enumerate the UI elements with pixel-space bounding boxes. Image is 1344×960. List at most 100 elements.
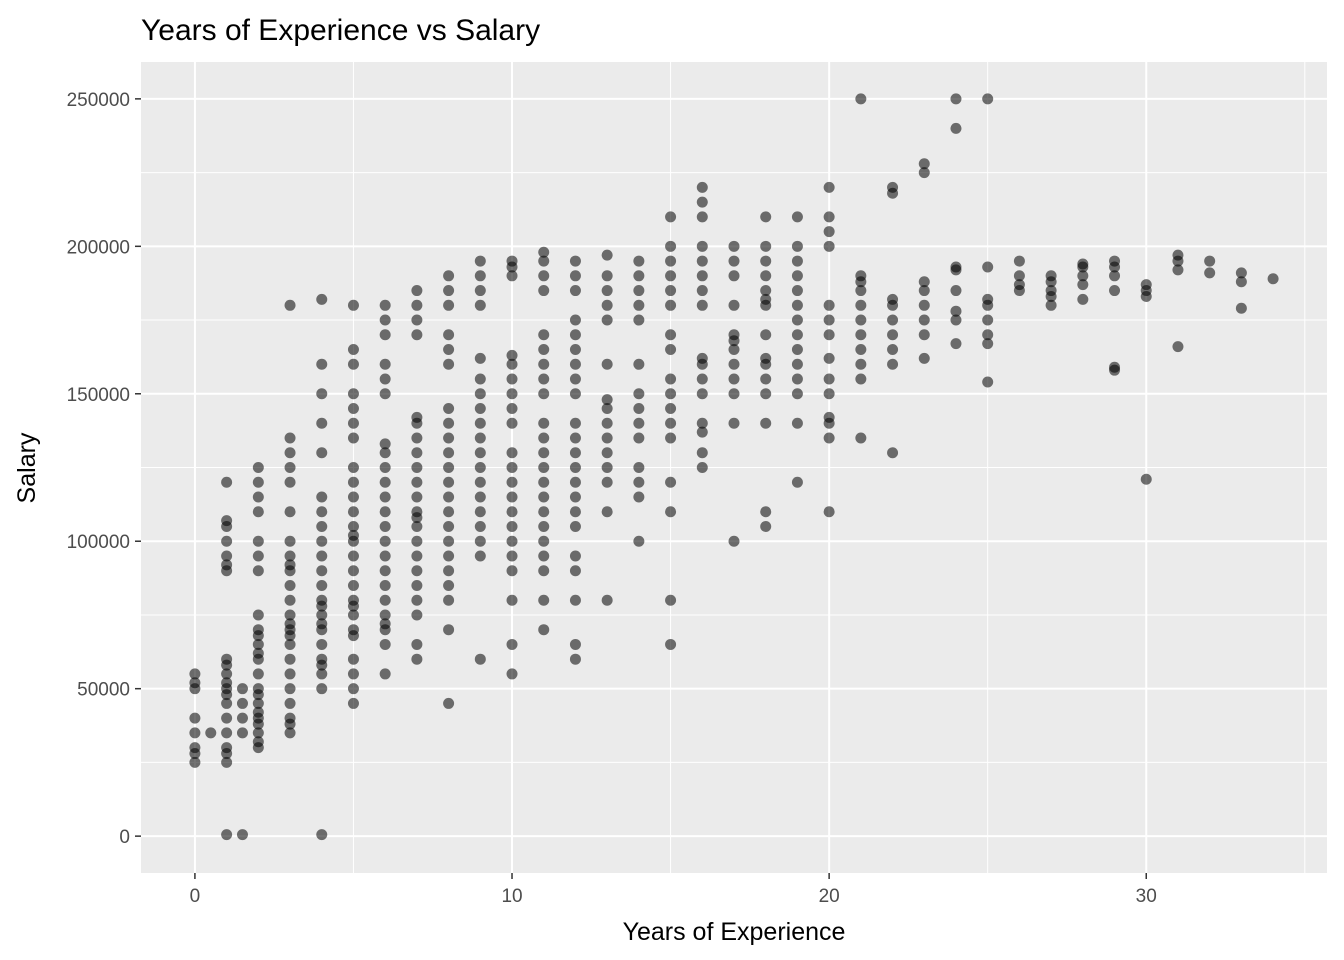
data-point	[823, 226, 835, 238]
data-point	[284, 697, 296, 709]
data-point	[379, 329, 391, 341]
x-tick-label: 30	[1136, 886, 1157, 907]
data-point	[601, 403, 613, 415]
data-point	[887, 344, 899, 356]
data-point	[982, 376, 994, 388]
data-point	[538, 491, 550, 503]
data-point	[316, 638, 328, 650]
data-point	[633, 491, 645, 503]
data-point	[379, 535, 391, 547]
data-point	[823, 388, 835, 400]
data-point	[791, 417, 803, 429]
data-point	[823, 506, 835, 518]
data-point	[569, 388, 581, 400]
data-point	[982, 293, 994, 305]
data-point	[887, 447, 899, 459]
data-point	[379, 506, 391, 518]
data-point	[823, 352, 835, 364]
data-point	[379, 373, 391, 385]
data-point	[633, 255, 645, 267]
data-point	[728, 270, 740, 282]
data-point	[443, 270, 455, 282]
data-point	[347, 299, 359, 311]
data-point	[538, 388, 550, 400]
data-point	[411, 579, 423, 591]
data-point	[696, 196, 708, 208]
data-point	[347, 520, 359, 532]
data-point	[855, 314, 867, 326]
data-point	[982, 329, 994, 341]
data-point	[665, 285, 677, 297]
data-point	[728, 388, 740, 400]
data-point	[506, 270, 518, 282]
data-point	[665, 373, 677, 385]
data-point	[633, 476, 645, 488]
data-point	[760, 285, 772, 297]
data-point	[284, 579, 296, 591]
data-point	[284, 432, 296, 444]
data-point	[633, 403, 645, 415]
x-axis-title: Years of Experience	[623, 918, 846, 946]
data-point	[284, 712, 296, 724]
data-point	[379, 476, 391, 488]
data-point	[221, 742, 233, 754]
data-point	[791, 299, 803, 311]
data-point	[538, 432, 550, 444]
data-point	[855, 373, 867, 385]
data-point	[791, 285, 803, 297]
data-point	[855, 93, 867, 105]
data-point	[316, 417, 328, 429]
data-point	[347, 579, 359, 591]
x-tick-label: 0	[190, 886, 201, 907]
data-point	[316, 579, 328, 591]
data-point	[950, 285, 962, 297]
data-point	[569, 638, 581, 650]
data-point	[1140, 279, 1152, 291]
data-point	[1235, 276, 1247, 288]
data-point	[760, 506, 772, 518]
data-point	[252, 647, 264, 659]
data-point	[236, 697, 248, 709]
data-point	[347, 344, 359, 356]
data-point	[1013, 255, 1025, 267]
data-point	[918, 314, 930, 326]
data-point	[569, 270, 581, 282]
data-point	[316, 358, 328, 370]
data-point	[791, 358, 803, 370]
data-point	[1077, 279, 1089, 291]
data-point	[411, 638, 423, 650]
data-point	[855, 285, 867, 297]
data-point	[569, 520, 581, 532]
data-point	[221, 829, 233, 841]
data-point	[887, 181, 899, 193]
data-point	[316, 594, 328, 606]
data-point	[443, 594, 455, 606]
data-point	[347, 403, 359, 415]
data-point	[379, 668, 391, 680]
data-point	[205, 727, 217, 739]
data-point	[316, 550, 328, 562]
data-point	[411, 329, 423, 341]
data-point	[347, 683, 359, 695]
data-point	[284, 447, 296, 459]
data-point	[379, 609, 391, 621]
data-point	[474, 550, 486, 562]
data-point	[601, 358, 613, 370]
data-point	[665, 240, 677, 252]
data-point	[760, 270, 772, 282]
data-point	[665, 255, 677, 267]
data-point	[316, 293, 328, 305]
data-point	[1109, 270, 1121, 282]
data-point	[506, 565, 518, 577]
data-point	[538, 417, 550, 429]
data-point	[284, 535, 296, 547]
data-point	[443, 285, 455, 297]
data-point	[601, 270, 613, 282]
data-point	[855, 358, 867, 370]
data-point	[696, 270, 708, 282]
data-point	[411, 411, 423, 423]
data-point	[1045, 299, 1057, 311]
data-point	[950, 93, 962, 105]
data-point	[601, 417, 613, 429]
